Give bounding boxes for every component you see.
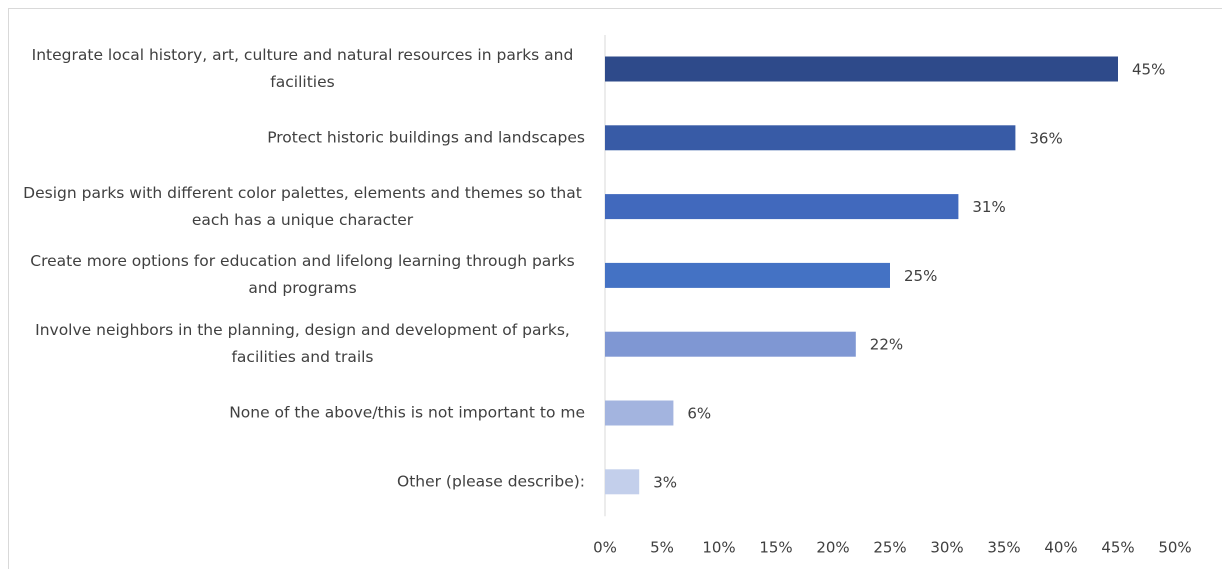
bar [605,125,1016,151]
value-label: 31% [972,198,1005,216]
chart-frame [8,8,1222,569]
category-label: Create more options for education and li… [30,252,575,298]
x-tick-label: 15% [759,539,792,557]
category-label: Other (please describe): [397,472,585,491]
x-tick-label: 0% [593,539,617,557]
x-tick-label: 45% [1101,539,1134,557]
value-label: 25% [904,267,937,285]
value-label: 6% [687,405,711,423]
bar [605,400,674,426]
x-tick-label: 35% [987,539,1020,557]
x-tick-label: 25% [873,539,906,557]
category-label: Protect historic buildings and landscape… [267,128,585,147]
bar [605,194,959,220]
bar [605,56,1118,82]
value-label: 22% [870,336,903,354]
category-label: Integrate local history, art, culture an… [31,46,574,91]
value-label: 3% [653,473,677,491]
value-label: 45% [1132,61,1165,79]
x-tick-label: 20% [816,539,849,557]
x-tick-label: 10% [702,539,735,557]
bar [605,262,890,288]
category-label: Involve neighbors in the planning, desig… [35,321,570,367]
category-label: None of the above/this is not important … [229,403,585,422]
x-tick-label: 5% [650,539,674,557]
x-tick-label: 30% [930,539,963,557]
bar [605,469,640,495]
value-label: 36% [1029,129,1062,147]
x-tick-label: 50% [1158,539,1191,557]
x-tick-label: 40% [1044,539,1077,557]
bar [605,331,856,357]
category-label: Design parks with different color palett… [23,183,582,229]
